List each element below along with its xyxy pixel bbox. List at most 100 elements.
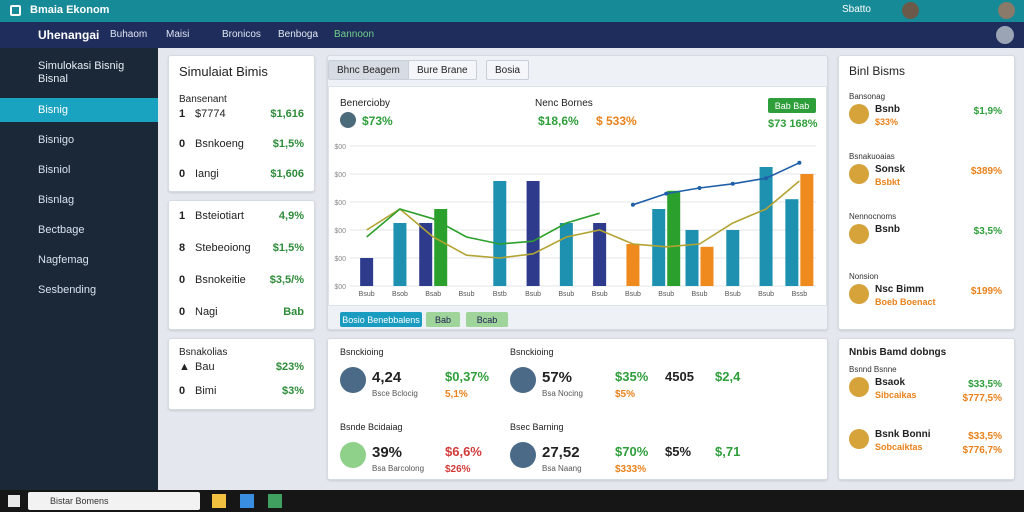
row-value: Bab	[283, 306, 304, 318]
x-tick-label: Bsub	[525, 291, 541, 298]
row-label: Nsc Bimm	[875, 284, 924, 295]
line	[366, 208, 600, 245]
nav-item[interactable]: Bronicos	[222, 29, 261, 40]
sidebar: Simulokasi Bisnig Bisnal Bisnig Bisnigo Bi…	[0, 48, 158, 490]
panel-title: Binl Bisms	[849, 64, 906, 78]
x-tick-label: Bsub	[692, 291, 708, 298]
y-tick-label: $00	[334, 200, 346, 207]
row-index: 8	[179, 242, 186, 254]
sidebar-item[interactable]: Bisnlag	[38, 194, 75, 206]
line-point	[797, 160, 802, 165]
row-index: 0	[179, 138, 186, 150]
stat-label: Benercioby	[340, 98, 391, 109]
x-tick-label: Bsub	[758, 291, 774, 298]
search-box[interactable]	[28, 492, 200, 510]
avatar	[849, 377, 869, 397]
avatar[interactable]	[902, 2, 919, 19]
line-point	[630, 202, 635, 207]
tile-value: 5,1%	[445, 389, 468, 400]
taskbar: Bistar Bomens	[0, 490, 1024, 512]
avatar	[849, 429, 869, 449]
line	[632, 162, 800, 206]
app-icon	[10, 5, 21, 16]
search-text[interactable]: Bistar Bomens	[50, 496, 109, 506]
tile-title: Bsnckioing	[340, 347, 384, 357]
card: Simulaiat Bimis Bansenant 1 $7774 $1,616 0 B…	[168, 55, 315, 192]
title-bar: Bmaia Ekonom Sbatto	[0, 0, 1024, 22]
row-label: Bau	[195, 361, 215, 373]
stat-value: $73%	[362, 114, 393, 128]
y-tick-label: $00	[334, 228, 346, 235]
row-label: Bsnk Bonni	[875, 429, 931, 440]
tile-main: 27,52	[542, 444, 580, 461]
bar	[526, 181, 540, 286]
task-icon[interactable]	[268, 494, 282, 508]
total: $73 168%	[768, 118, 818, 130]
row-value: $33,5%	[968, 431, 1002, 442]
sidebar-item[interactable]: Nagfemag	[38, 254, 89, 266]
tile-value: $,71	[715, 444, 741, 459]
row-value: $3%	[281, 385, 304, 397]
row-head: Nonsion	[849, 272, 879, 281]
row-label: $7774	[195, 108, 226, 120]
tile-title: Bsnckioing	[510, 347, 554, 357]
avatar[interactable]	[998, 2, 1015, 19]
avatar	[510, 442, 536, 468]
list-row: 8 Stebeoiong $1,5%	[179, 238, 304, 258]
nav-item[interactable]: Benboga	[278, 29, 319, 40]
y-tick-label: $00	[334, 144, 346, 151]
bar	[700, 246, 714, 286]
tab[interactable]: Bure Brane	[408, 60, 477, 80]
row-label: Bimi	[195, 385, 217, 397]
bar	[559, 223, 573, 286]
tile-value: 4505	[665, 369, 694, 384]
bar	[759, 167, 773, 286]
task-icon[interactable]	[240, 494, 254, 508]
sidebar-title: Simulokasi Bisnig Bisnal	[38, 60, 125, 85]
list-row: 1 $7774 $1,616	[179, 104, 304, 124]
card: 1 Bsteiotiart 4,9% 8 Stebeoiong $1,5% 0 Bsnokei…	[168, 200, 315, 330]
brand: Uhenangai	[38, 28, 100, 42]
nav-item[interactable]: Buhaom	[110, 29, 148, 40]
tab[interactable]: Bosia	[486, 60, 530, 80]
nav-item[interactable]: Bannoon	[334, 29, 375, 40]
button[interactable]: Bab Bab	[768, 98, 816, 113]
sidebar-item[interactable]: Bisniol	[38, 164, 71, 176]
sidebar-item[interactable]: Sesbending	[38, 284, 97, 296]
sidebar-item[interactable]: Bisnigo	[38, 134, 75, 146]
x-tick-label: Bsob	[392, 291, 408, 298]
tab[interactable]: Bhnc Beagem	[328, 60, 409, 80]
row-value: $199%	[970, 286, 1002, 297]
tile-title: Bsec Barning	[510, 422, 564, 432]
start-button[interactable]	[8, 495, 20, 507]
tile-main: 4,24	[372, 369, 402, 386]
tile-value: $0,37%	[445, 369, 490, 384]
list-row: 0 Iangi $1,606	[179, 164, 304, 184]
right-panel: Nnbis Bamd dobngs Bsnnd Bsnne Bsaok Sibcai…	[838, 338, 1015, 480]
row-value: $23%	[275, 361, 304, 373]
user-name[interactable]: Sbatto	[842, 4, 871, 15]
row-sub: Boeb Boenact	[875, 297, 936, 307]
card-title: Simulaiat Bimis	[179, 64, 268, 79]
list-row: 0 Bimi $3%	[179, 381, 304, 401]
bar	[726, 230, 740, 286]
y-tick-label: $00	[334, 256, 346, 263]
sidebar-item[interactable]: Bisnig	[0, 98, 158, 122]
task-icon[interactable]	[212, 494, 226, 508]
line-point	[664, 191, 669, 196]
nav-item[interactable]: Maisi	[166, 29, 190, 40]
legend-button[interactable]: Bab	[426, 312, 460, 327]
row-sub: Sobcaiktas	[875, 442, 923, 452]
legend-button[interactable]: Bcab	[466, 312, 508, 327]
avatar[interactable]	[996, 26, 1014, 44]
bar	[685, 230, 699, 286]
row-label: Bsnb	[875, 224, 900, 235]
tile-value: $6,6%	[445, 444, 482, 459]
sidebar-item[interactable]: Bectbage	[38, 224, 85, 236]
row-label: Bsnb	[875, 104, 900, 115]
avatar	[849, 224, 869, 244]
bar	[626, 244, 640, 286]
legend-button[interactable]: Bosio Benebbalens	[340, 312, 422, 327]
row-label: Bsnkoeng	[195, 138, 244, 150]
